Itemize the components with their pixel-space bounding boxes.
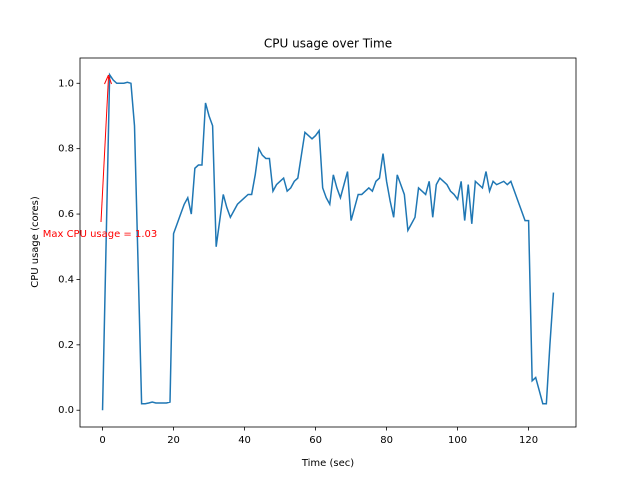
y-tick-label: 1.0 <box>58 78 74 89</box>
x-tick-label: 0 <box>99 435 105 446</box>
y-tick-label: 0.0 <box>58 405 74 416</box>
chart-title: CPU usage over Time <box>264 37 392 51</box>
x-tick-label: 60 <box>309 435 322 446</box>
y-tick-label: 0.8 <box>58 144 74 155</box>
annotation: Max CPU usage = 1.03 <box>43 229 158 240</box>
x-tick-label: 120 <box>519 435 538 446</box>
y-tick-label: 0.6 <box>58 209 74 220</box>
x-axis-label: Time (sec) <box>301 458 354 469</box>
plot-frame <box>79 57 577 428</box>
x-tick-label: 20 <box>167 435 180 446</box>
x-tick-label: 40 <box>238 435 251 446</box>
y-axis-label: CPU usage (cores) <box>30 196 41 288</box>
data-line <box>101 72 555 411</box>
y-tick-label: 0.4 <box>58 274 74 285</box>
y-tick-label: 0.2 <box>58 340 74 351</box>
x-tick-label: 100 <box>448 435 467 446</box>
annotation-arrow <box>100 76 109 223</box>
annotation-arrowhead <box>104 74 112 85</box>
x-tick-label: 80 <box>380 435 393 446</box>
